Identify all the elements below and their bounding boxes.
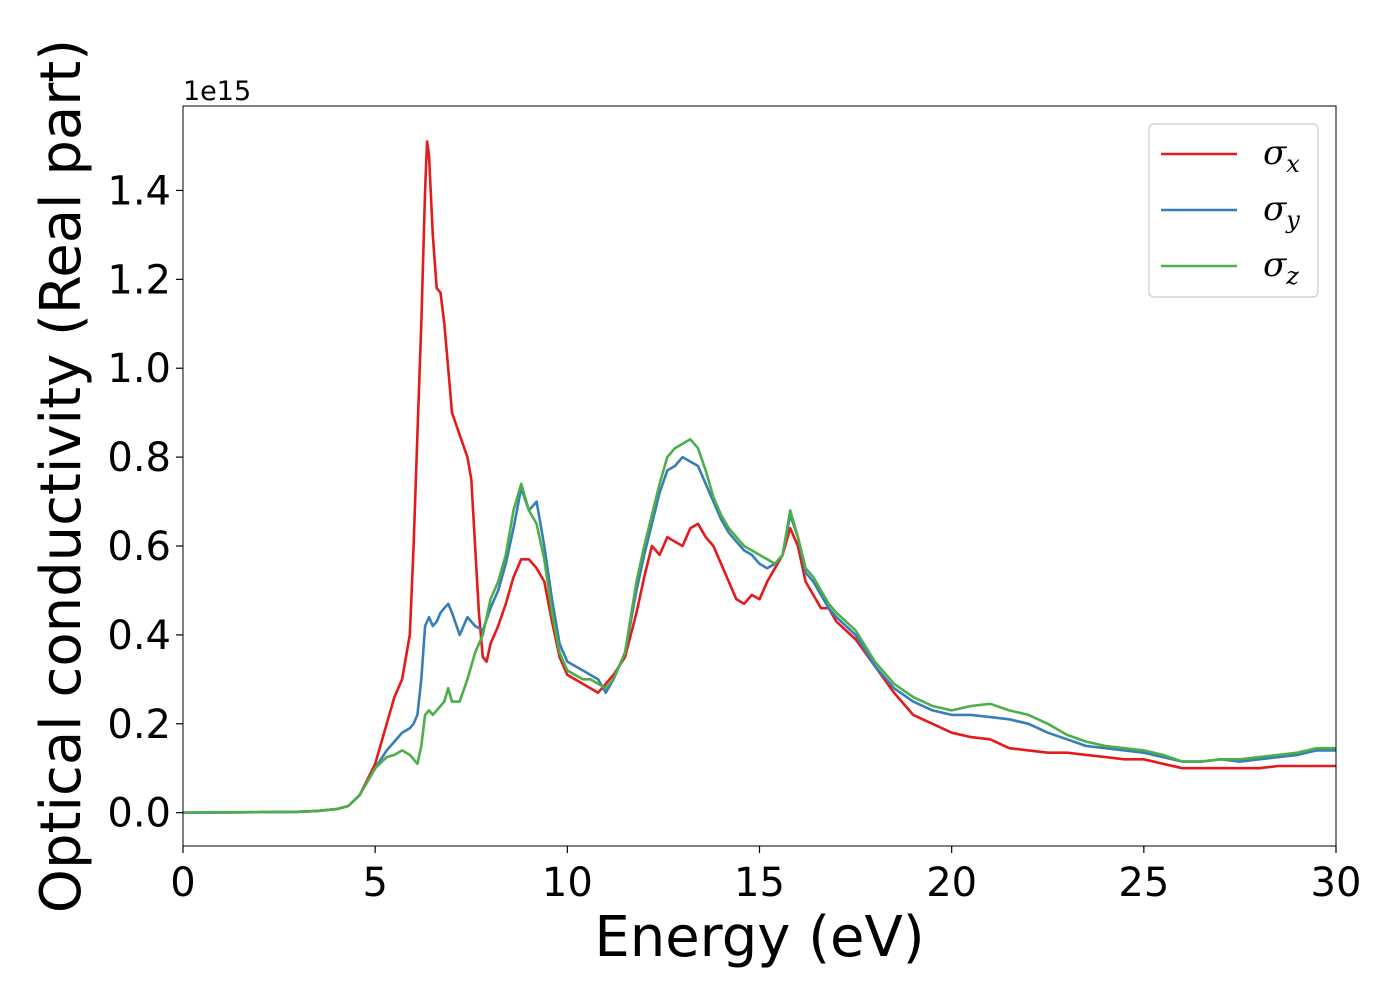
y-tick-label: 0.0 — [107, 791, 171, 837]
y-tick-label: 1.4 — [107, 168, 171, 214]
plot-background — [183, 106, 1336, 846]
x-axis: 0 5 10 15 20 25 30 — [170, 846, 1361, 906]
series-line-x — [183, 140, 1336, 814]
legend-entry-z: σz — [1161, 245, 1299, 290]
y-offset-label: 1e15 — [183, 76, 251, 107]
y-axis-title: Optical conductivity (Real part) — [29, 39, 94, 913]
legend-entry-x: σx — [1161, 133, 1300, 178]
legend-label: σz — [1263, 245, 1299, 290]
legend-label: σx — [1263, 133, 1300, 178]
y-tick-label: 0.6 — [107, 524, 171, 570]
x-tick-label: 20 — [926, 860, 977, 906]
x-tick-label: 0 — [170, 860, 195, 906]
x-tick-label: 25 — [1118, 860, 1169, 906]
y-tick-label: 1.0 — [107, 346, 171, 392]
y-tick-label: 1.2 — [107, 257, 171, 303]
y-axis: 0.0 0.2 0.4 0.6 0.8 1.0 1.2 1.4 — [107, 168, 183, 837]
y-tick-label: 0.4 — [107, 613, 171, 659]
legend: σx σy σz — [1148, 123, 1319, 298]
series-layer — [183, 140, 1336, 814]
x-tick-label: 30 — [1311, 860, 1362, 906]
series-line-z — [183, 438, 1336, 814]
legend-label: σy — [1263, 189, 1300, 234]
y-tick-label: 0.8 — [107, 435, 171, 481]
x-axis-title: Energy (eV) — [594, 905, 924, 970]
series-line-y — [183, 455, 1336, 814]
y-tick-label: 0.2 — [107, 702, 171, 748]
x-tick-label: 15 — [734, 860, 785, 906]
legend-entry-y: σy — [1161, 189, 1300, 234]
x-tick-label: 10 — [542, 860, 593, 906]
x-tick-label: 5 — [362, 860, 387, 906]
plot-area — [182, 105, 1337, 847]
